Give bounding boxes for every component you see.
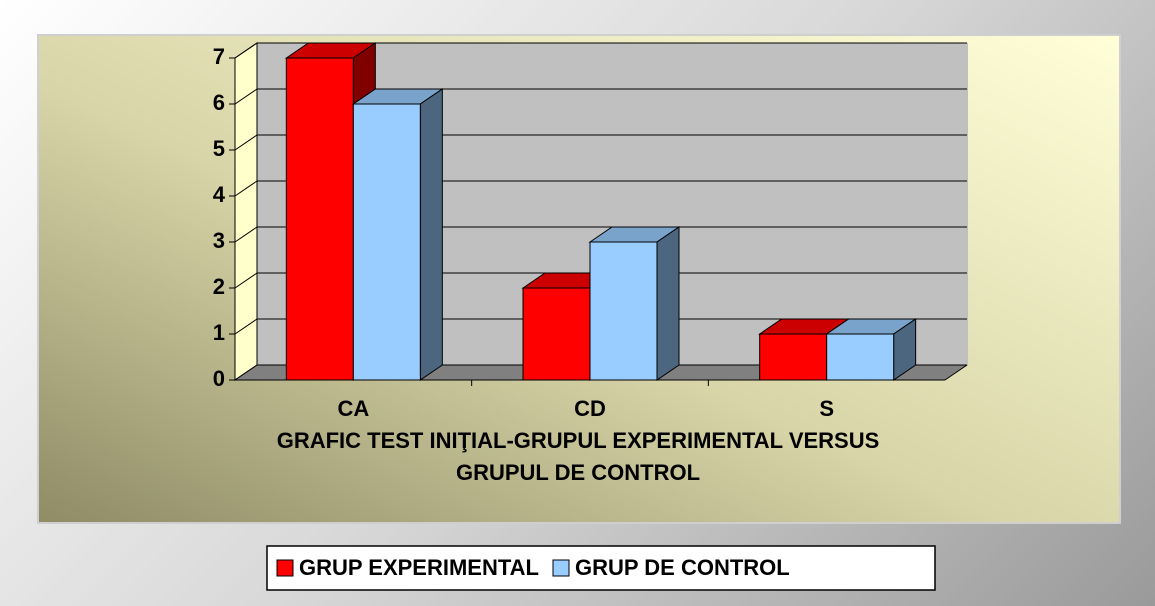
bar-side — [419, 88, 443, 381]
floor-edge — [944, 364, 968, 381]
grid-line — [234, 272, 258, 289]
grid-line — [234, 134, 258, 151]
y-tick-label: 1 — [213, 320, 225, 345]
grid-line — [234, 318, 258, 335]
grid-line — [234, 364, 258, 381]
grid-line — [234, 180, 258, 197]
y-tick-label: 6 — [213, 90, 225, 115]
bar — [589, 241, 658, 381]
grid-line — [234, 88, 258, 105]
x-tick-label: CD — [574, 396, 606, 421]
x-tick-label: CA — [337, 396, 369, 421]
legend-label: GRUP DE CONTROL — [575, 555, 790, 580]
grid-line — [234, 226, 258, 243]
y-tick-label: 3 — [213, 228, 225, 253]
bar — [522, 287, 591, 381]
y-tick-label: 5 — [213, 136, 225, 161]
bar — [352, 103, 421, 381]
y-tick-label: 2 — [213, 274, 225, 299]
chart-title: GRAFIC TEST INIŢIAL-GRUPUL EXPERIMENTAL … — [276, 428, 880, 485]
x-tick-label: S — [819, 396, 834, 421]
legend-label: GRUP EXPERIMENTAL — [299, 555, 539, 580]
y-tick-label: 7 — [213, 44, 225, 69]
legend — [266, 545, 936, 591]
y-tick-label: 4 — [213, 182, 226, 207]
side-wall — [234, 42, 258, 381]
bar — [826, 333, 895, 381]
y-tick-label: 0 — [213, 366, 225, 391]
bar-side — [656, 226, 680, 381]
legend-swatch — [276, 559, 294, 577]
bar — [285, 57, 354, 381]
bar — [759, 333, 828, 381]
legend-swatch — [552, 559, 570, 577]
grid-line — [234, 42, 258, 59]
